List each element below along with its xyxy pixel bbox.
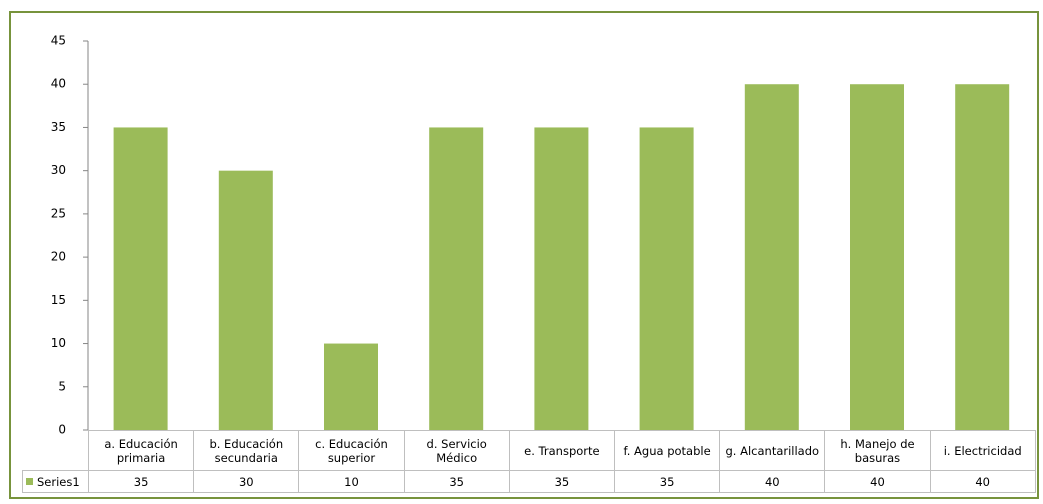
table-value: 35	[88, 470, 195, 493]
table-value: 40	[929, 470, 1036, 493]
x-tick-label: i. Electricidad	[929, 430, 1036, 471]
table-value: 35	[508, 470, 615, 493]
x-tick-label: d. Servicio Médico	[403, 430, 510, 471]
y-tick-label: 25	[51, 206, 66, 220]
legend-key	[26, 478, 33, 485]
bar	[534, 127, 589, 430]
y-tick-label: 45	[51, 34, 66, 48]
bar	[955, 84, 1010, 430]
bar	[850, 84, 904, 430]
x-tick-label: b. Educación secundaria	[193, 430, 300, 471]
bar	[324, 343, 378, 430]
bar	[218, 170, 273, 430]
y-tick-label: 40	[51, 77, 66, 91]
y-tick-label: 0	[58, 423, 66, 437]
y-tick-label: 20	[51, 250, 66, 264]
y-tick-label: 35	[51, 120, 66, 134]
legend-label: Series1	[37, 474, 80, 489]
x-tick-label: h. Manejo de basuras	[824, 430, 931, 471]
x-tick-label: e. Transporte	[508, 430, 615, 471]
bar	[113, 127, 168, 430]
bar	[639, 127, 694, 430]
x-tick-label: a. Educación primaria	[88, 430, 195, 471]
table-value: 10	[298, 470, 405, 493]
y-tick-label: 30	[51, 163, 66, 177]
y-tick-label: 10	[51, 336, 66, 350]
table-value: 40	[719, 470, 826, 493]
table-value: 35	[614, 470, 721, 493]
x-tick-label: c. Educación superior	[298, 430, 405, 471]
table-value: 35	[403, 470, 510, 493]
y-tick-label: 15	[51, 293, 66, 307]
bar	[744, 84, 799, 430]
y-tick-label: 5	[58, 379, 66, 393]
table-value: 40	[824, 470, 931, 493]
x-tick-label: f. Agua potable	[614, 430, 721, 471]
bar	[429, 127, 484, 430]
legend-cell: Series1	[22, 470, 89, 493]
x-tick-label: g. Alcantarillado	[719, 430, 826, 471]
chart-border	[9, 11, 1039, 499]
table-value: 30	[193, 470, 300, 493]
